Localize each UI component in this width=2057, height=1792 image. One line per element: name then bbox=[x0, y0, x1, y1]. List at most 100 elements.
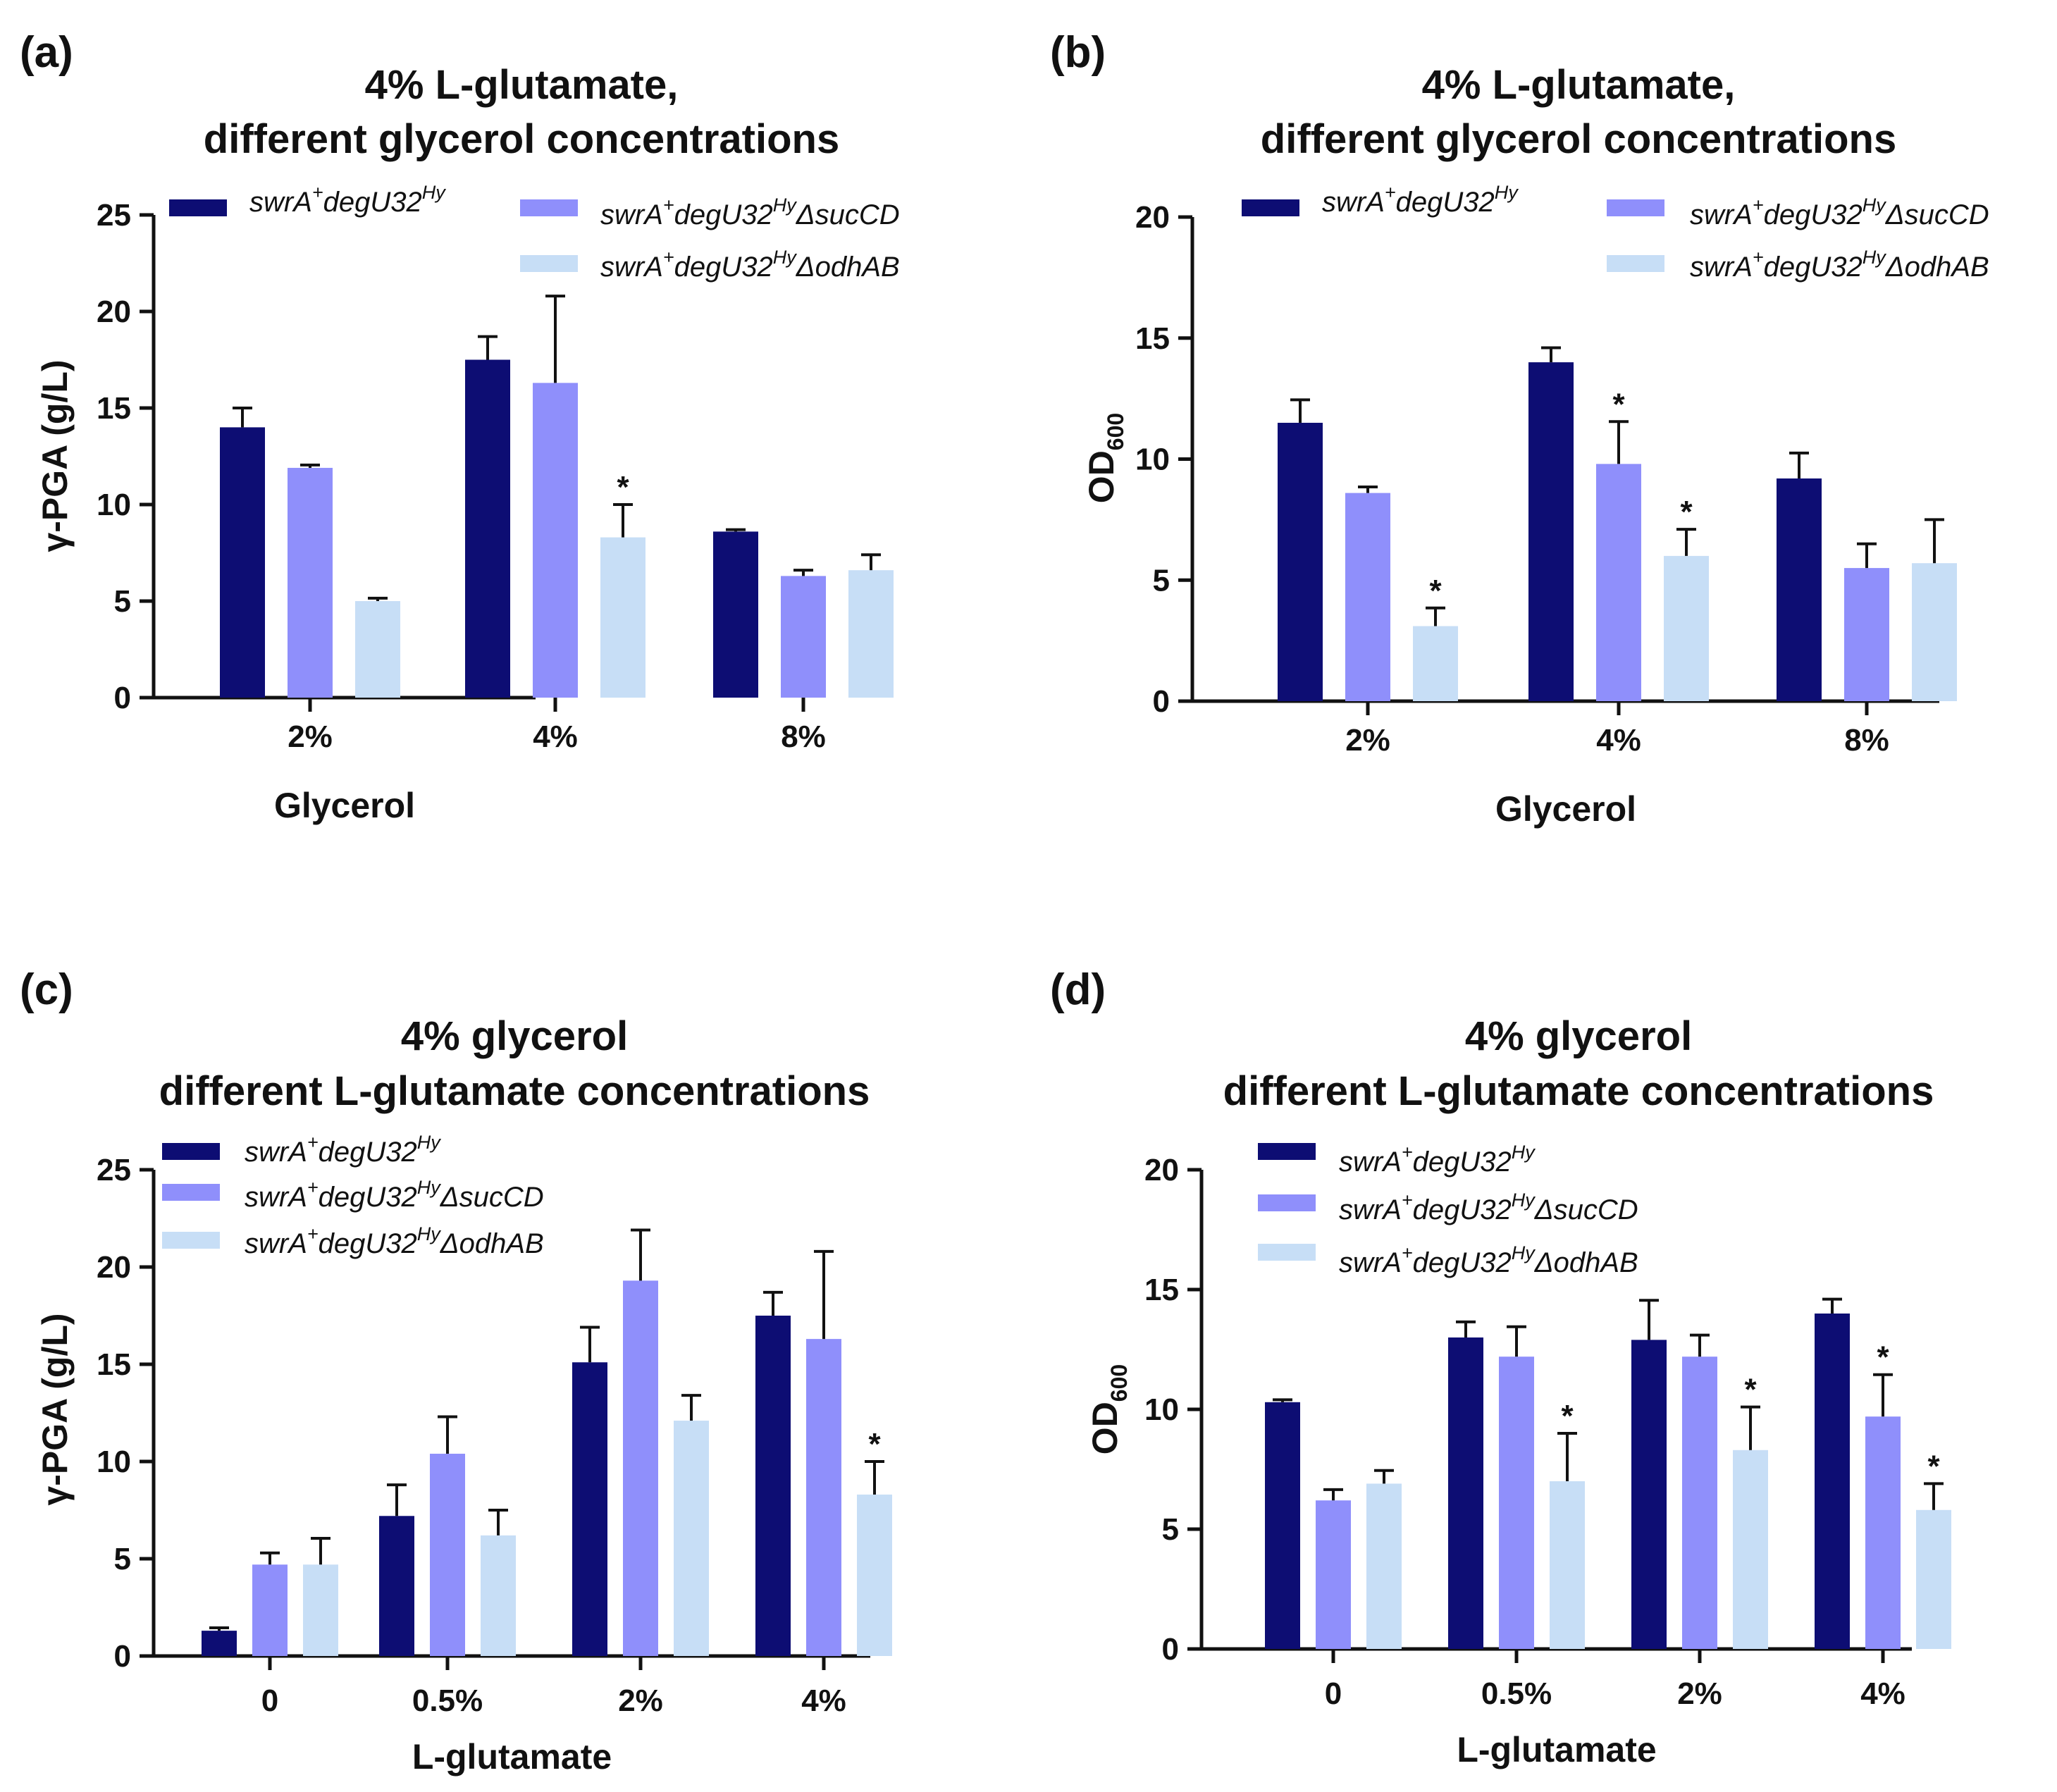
bar bbox=[857, 1494, 892, 1656]
chart-title-line-1: 4% L-glutamate, bbox=[365, 62, 679, 108]
legend-swatch-3 bbox=[1607, 255, 1664, 272]
y-tick-label: 10 bbox=[97, 1445, 131, 1479]
legend-label-3: swrA+degU32HyΔodhAB bbox=[1339, 1242, 1638, 1278]
bar bbox=[288, 467, 333, 698]
significance-marker: * bbox=[1561, 1399, 1574, 1433]
bar bbox=[202, 1631, 237, 1656]
significance-marker: * bbox=[1680, 495, 1693, 529]
bar bbox=[781, 576, 826, 698]
y-axis-label: γ-PGA (g/L) bbox=[35, 1313, 75, 1505]
legend-swatch-3 bbox=[1258, 1244, 1316, 1261]
chart-title-line-2: different glycerol concentrations bbox=[204, 116, 839, 162]
bar bbox=[1278, 422, 1323, 701]
bar bbox=[465, 359, 510, 698]
bar bbox=[1912, 563, 1957, 701]
legend-swatch-2 bbox=[1607, 199, 1664, 216]
bar bbox=[1664, 555, 1709, 701]
legend-swatch-1 bbox=[1242, 199, 1299, 216]
bar bbox=[600, 537, 645, 698]
bar bbox=[713, 531, 758, 698]
significance-marker: * bbox=[1877, 1340, 1889, 1375]
y-axis-label: γ-PGA (g/L) bbox=[35, 359, 75, 552]
legend-label-1: swrA+degU32Hy bbox=[1339, 1142, 1536, 1178]
bar bbox=[623, 1280, 658, 1656]
legend-label-2: swrA+degU32HyΔsucCD bbox=[600, 194, 900, 230]
bar bbox=[379, 1516, 414, 1656]
x-tick-label: 0.5% bbox=[1481, 1676, 1552, 1711]
bar bbox=[303, 1564, 338, 1656]
x-tick-label: 2% bbox=[1677, 1676, 1722, 1711]
x-axis-label: Glycerol bbox=[274, 786, 415, 825]
y-tick-label: 10 bbox=[1135, 443, 1170, 477]
bar bbox=[1916, 1509, 1951, 1649]
y-tick-label: 5 bbox=[114, 584, 131, 619]
chart-title-line-2: different L-glutamate concentrations bbox=[1223, 1068, 1934, 1114]
legend-label-2: swrA+degU32HyΔsucCD bbox=[1339, 1189, 1638, 1225]
legend-label-2: swrA+degU32HyΔsucCD bbox=[245, 1177, 544, 1213]
bar bbox=[1550, 1481, 1585, 1649]
bar bbox=[220, 427, 265, 698]
panel-d: (d) 4% glycerol different L-glutamate conc… bbox=[1050, 965, 1951, 1769]
significance-marker: * bbox=[1744, 1373, 1757, 1407]
legend-label-2: swrA+degU32HyΔsucCD bbox=[1690, 194, 1989, 230]
x-tick-label: 0.5% bbox=[412, 1683, 483, 1718]
legend-swatch-1 bbox=[162, 1143, 220, 1160]
x-tick-label: 4% bbox=[533, 719, 578, 754]
bar bbox=[355, 601, 400, 698]
legend-label-3: swrA+degU32HyΔodhAB bbox=[600, 247, 900, 283]
y-tick-label: 20 bbox=[97, 295, 131, 329]
bar bbox=[848, 570, 894, 698]
bar bbox=[533, 383, 578, 698]
bar bbox=[1682, 1357, 1717, 1649]
bar bbox=[1316, 1500, 1351, 1649]
chart-title-line-2: different L-glutamate concentrations bbox=[159, 1068, 870, 1114]
bar bbox=[1777, 478, 1822, 701]
x-tick-label: 2% bbox=[1345, 723, 1390, 758]
x-tick-label: 4% bbox=[801, 1683, 846, 1718]
chart-title-line-2: different glycerol concentrations bbox=[1261, 116, 1896, 162]
legend-swatch-3 bbox=[520, 255, 578, 272]
bar bbox=[1596, 464, 1641, 701]
y-tick-label: 20 bbox=[1135, 200, 1170, 235]
x-tick-label: 0 bbox=[261, 1683, 278, 1718]
x-tick-label: 4% bbox=[1596, 723, 1641, 758]
y-tick-label: 20 bbox=[1144, 1153, 1179, 1187]
x-tick-label: 4% bbox=[1860, 1676, 1905, 1711]
legend-label-1: swrA+degU32Hy bbox=[245, 1132, 441, 1168]
bar bbox=[755, 1316, 791, 1656]
y-tick-label: 0 bbox=[114, 681, 131, 715]
bar bbox=[674, 1421, 709, 1656]
legend-swatch-2 bbox=[1258, 1194, 1316, 1211]
bar bbox=[1528, 362, 1574, 701]
y-tick-label: 25 bbox=[97, 1153, 131, 1187]
x-axis-label: L-glutamate bbox=[1457, 1730, 1656, 1769]
legend-label-3: swrA+degU32HyΔodhAB bbox=[1690, 247, 1989, 283]
x-tick-label: 8% bbox=[781, 719, 826, 754]
y-tick-label: 0 bbox=[1153, 684, 1170, 719]
bar bbox=[1366, 1483, 1402, 1649]
y-tick-label: 25 bbox=[97, 198, 131, 233]
panel-label: (b) bbox=[1050, 28, 1106, 77]
bar bbox=[1815, 1314, 1850, 1649]
bar bbox=[1413, 626, 1458, 701]
y-axis-label: OD600 bbox=[1085, 1364, 1132, 1454]
legend-label-1: swrA+degU32Hy bbox=[249, 182, 446, 218]
bar bbox=[1865, 1416, 1901, 1649]
bar bbox=[1733, 1450, 1768, 1649]
bar bbox=[806, 1339, 841, 1656]
significance-marker: * bbox=[868, 1427, 881, 1462]
legend-swatch-2 bbox=[520, 199, 578, 216]
chart-title-line-1: 4% glycerol bbox=[401, 1013, 628, 1059]
legend-swatch-3 bbox=[162, 1232, 220, 1249]
significance-marker: * bbox=[617, 470, 629, 505]
legend-swatch-1 bbox=[1258, 1143, 1316, 1160]
bar bbox=[1631, 1340, 1667, 1649]
panel-b: (b) 4% L-glutamate, different glycerol con… bbox=[1050, 28, 1989, 829]
legend-label-3: swrA+degU32HyΔodhAB bbox=[245, 1223, 544, 1259]
x-tick-label: 8% bbox=[1844, 723, 1889, 758]
panel-label: (a) bbox=[20, 28, 73, 77]
panel-a: (a) 4% L-glutamate, different glycerol con… bbox=[20, 28, 900, 825]
x-axis-label: L-glutamate bbox=[412, 1737, 612, 1776]
x-tick-label: 2% bbox=[288, 719, 333, 754]
